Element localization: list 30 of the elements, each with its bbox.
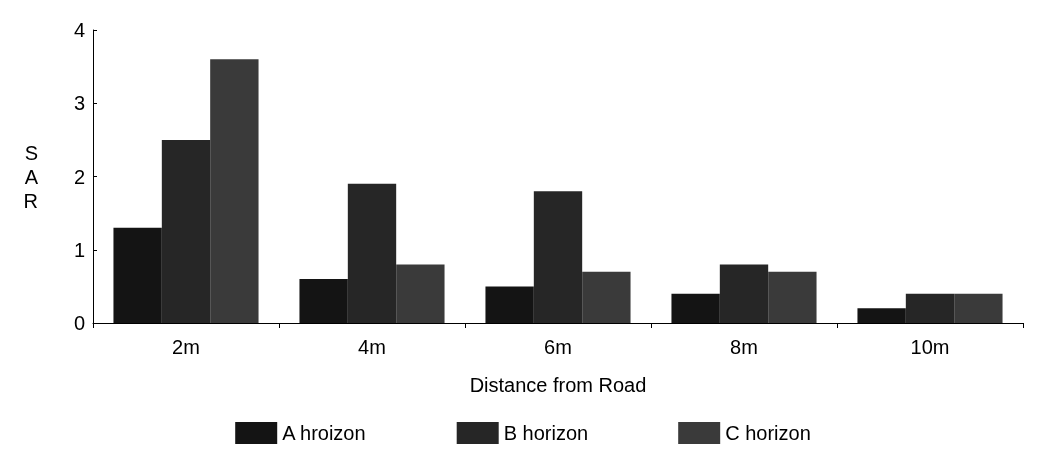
bar bbox=[954, 293, 1003, 323]
legend-label: C horizon bbox=[725, 422, 811, 444]
bar bbox=[905, 293, 955, 323]
bar bbox=[210, 59, 259, 323]
y-tick-label: 0 bbox=[73, 312, 85, 334]
x-tick-label: 6m bbox=[544, 336, 572, 358]
bar bbox=[347, 183, 397, 323]
y-axis-title: SAR bbox=[23, 141, 39, 212]
bar bbox=[533, 191, 583, 323]
x-tick-label: 2m bbox=[172, 336, 200, 358]
x-tick-label: 4m bbox=[358, 336, 386, 358]
bar bbox=[485, 286, 534, 323]
bar bbox=[299, 279, 348, 323]
bar bbox=[113, 227, 162, 323]
bar bbox=[671, 293, 720, 323]
bar bbox=[582, 271, 631, 323]
bar bbox=[719, 264, 769, 323]
bar bbox=[857, 308, 906, 323]
bar bbox=[396, 264, 445, 323]
y-tick-label: 1 bbox=[73, 238, 85, 261]
legend-label: B horizon bbox=[503, 422, 589, 444]
y-tick-label: 2 bbox=[73, 165, 85, 188]
x-tick-label: 8m bbox=[730, 336, 758, 358]
bar bbox=[768, 271, 817, 323]
x-tick-label: 10m bbox=[910, 336, 950, 358]
bar bbox=[161, 139, 211, 323]
legend-label: A hroizon bbox=[282, 422, 366, 444]
y-tick-label: 4 bbox=[73, 19, 85, 41]
y-tick-label: 3 bbox=[73, 92, 85, 115]
x-axis-title: Distance from Road bbox=[469, 374, 647, 396]
